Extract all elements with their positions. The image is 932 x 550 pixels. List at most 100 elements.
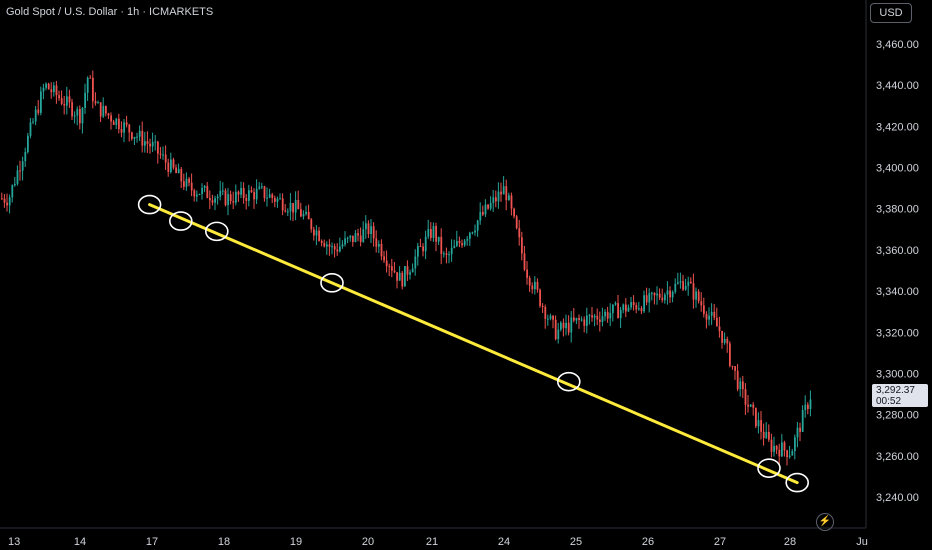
time-tick-label: Ju xyxy=(856,536,868,548)
candle-body xyxy=(773,445,775,452)
candle-body xyxy=(690,281,692,284)
candle-body xyxy=(323,242,326,247)
candle-body xyxy=(170,159,172,172)
candle-body xyxy=(284,210,287,212)
candle-body xyxy=(34,109,37,122)
candle-body xyxy=(768,431,770,440)
candle-body xyxy=(198,193,201,195)
touch-point-circle[interactable] xyxy=(205,221,229,242)
candle-body xyxy=(235,191,237,203)
candle-body xyxy=(37,109,40,113)
candle-body xyxy=(359,235,362,242)
candle-body xyxy=(154,141,157,143)
candle-body xyxy=(645,295,648,303)
time-tick-label: 17 xyxy=(146,536,158,548)
candle-body xyxy=(710,311,713,316)
candle-body xyxy=(292,202,294,213)
candle-body xyxy=(531,285,534,290)
support-trendline[interactable] xyxy=(148,203,799,485)
candle-body xyxy=(336,249,339,252)
candle-body xyxy=(476,220,479,231)
candle-body xyxy=(463,240,466,246)
candle-body xyxy=(287,211,289,213)
candle-body xyxy=(383,256,385,261)
candle-body xyxy=(500,191,502,195)
candle-body xyxy=(378,243,380,247)
candle-body xyxy=(8,197,11,206)
candle-body xyxy=(536,281,539,290)
candle-body xyxy=(786,450,788,458)
candle-body xyxy=(677,282,679,284)
candle-body xyxy=(729,343,731,366)
candle-body xyxy=(692,283,695,300)
candle-body xyxy=(794,437,796,452)
candle-body xyxy=(362,229,365,242)
candle-body xyxy=(42,87,45,92)
candle-body xyxy=(162,154,164,156)
candle-body xyxy=(232,201,235,203)
candle-body xyxy=(526,269,528,278)
candle-body xyxy=(167,162,170,172)
touch-point-circle[interactable] xyxy=(320,273,344,293)
candle-body xyxy=(591,315,593,318)
candle-body xyxy=(125,122,128,125)
candle-body xyxy=(515,216,518,229)
candle-body xyxy=(380,243,383,257)
price-tick-label: 3,320.00 xyxy=(876,327,919,339)
candle-body xyxy=(307,211,310,220)
price-tick-label: 3,380.00 xyxy=(876,204,919,216)
candle-body xyxy=(570,317,573,333)
candle-body xyxy=(411,268,414,273)
candle-body xyxy=(419,246,422,248)
lightning-icon[interactable]: ⚡ xyxy=(816,513,834,531)
candle-body xyxy=(440,236,443,254)
candle-body xyxy=(268,194,271,198)
touch-point-circle[interactable] xyxy=(785,472,810,493)
candle-body xyxy=(131,132,133,139)
time-tick-label: 27 xyxy=(714,536,726,548)
candle-body xyxy=(19,170,21,172)
candle-body xyxy=(747,404,749,407)
candle-body xyxy=(89,77,92,79)
candle-body xyxy=(742,381,744,390)
candle-body xyxy=(6,202,8,206)
candle-body xyxy=(424,236,427,252)
candle-body xyxy=(653,292,656,296)
candle-body xyxy=(479,212,482,221)
candle-body xyxy=(27,135,29,152)
price-tick-label: 3,300.00 xyxy=(876,368,919,380)
candle-body xyxy=(294,200,297,213)
candle-body xyxy=(599,319,601,323)
candle-body xyxy=(177,168,180,174)
currency-button[interactable]: USD xyxy=(870,3,912,23)
candle-body xyxy=(554,319,557,340)
candle-body xyxy=(159,153,162,155)
candle-body xyxy=(765,431,768,439)
candle-body xyxy=(266,197,268,199)
candle-body xyxy=(521,237,523,254)
candle-body xyxy=(752,404,755,408)
candle-body xyxy=(619,309,622,319)
price-axis: 3,460.00 3,440.00 3,420.00 3,400.00 3,380.00… xyxy=(876,39,919,504)
touch-point-circle[interactable] xyxy=(169,211,193,231)
touch-point-circle[interactable] xyxy=(556,371,581,392)
candle-body xyxy=(586,315,588,326)
candle-body xyxy=(630,302,632,308)
candle-body xyxy=(508,195,510,201)
candle-body xyxy=(261,186,263,188)
candle-body xyxy=(703,305,705,314)
candle-body xyxy=(695,291,697,300)
candle-body xyxy=(172,159,175,168)
touch-point-circle[interactable] xyxy=(137,194,162,215)
candle-body xyxy=(188,178,190,183)
candle-body xyxy=(318,230,320,241)
candle-body xyxy=(723,339,726,343)
candle-body xyxy=(523,253,526,270)
candle-body xyxy=(253,192,255,200)
candle-body xyxy=(700,301,703,306)
candle-body xyxy=(731,365,734,367)
last-price-badge: 3,292.37 00:52 xyxy=(872,384,928,407)
touch-point-circle[interactable] xyxy=(757,458,781,478)
candle-body xyxy=(799,427,801,432)
